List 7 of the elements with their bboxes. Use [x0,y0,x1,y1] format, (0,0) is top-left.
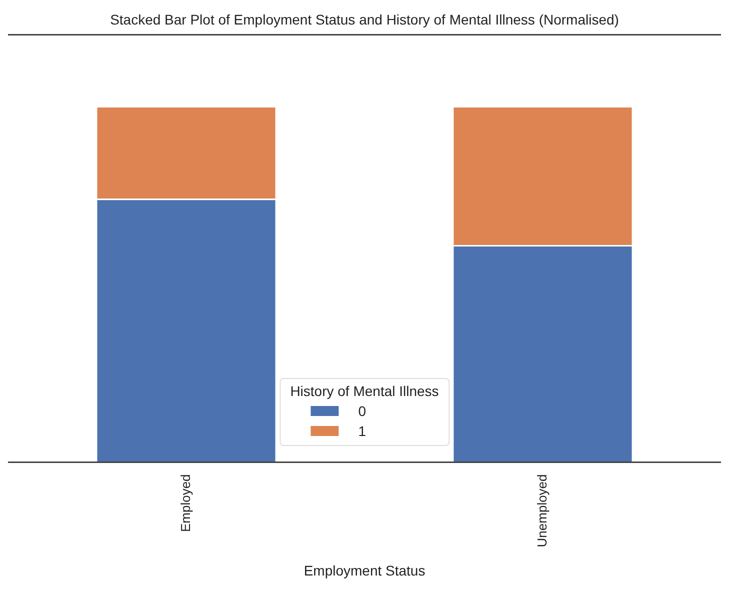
x-tick-label: Employed [178,474,193,532]
legend-label: 1 [358,422,366,442]
legend-title: History of Mental Illness [290,383,439,400]
x-tick-label: Unemployed [534,474,550,548]
x-axis-title: Employment Status [304,562,426,578]
chart-title: Stacked Bar Plot of Employment Status and History of Mental Illness (Normalised) [110,11,619,28]
legend-label: 0 [358,402,366,422]
